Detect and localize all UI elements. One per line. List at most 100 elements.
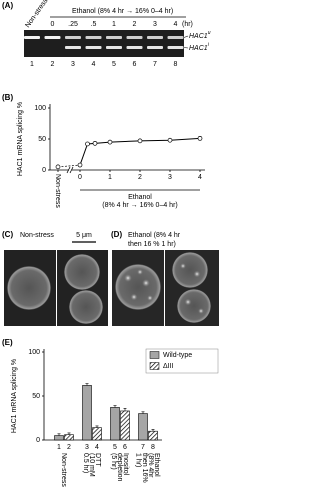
gel-band [147, 36, 163, 39]
lane-number: 4 [95, 444, 99, 451]
category-label: 1 hr) [135, 453, 142, 467]
category-label: (10 mM [88, 453, 95, 477]
panel-label: (D) [111, 230, 122, 239]
y-tick-label: 50 [32, 393, 40, 400]
lane-number: 1 [57, 444, 61, 451]
figure: (A) Ethanol (8% 4 hr → 16% 0–4 hr) Non-s… [2, 0, 219, 487]
x-tick-label: 1 [108, 174, 112, 181]
time-label: 3 [153, 21, 157, 28]
gel-band [85, 36, 102, 39]
y-tick-label: 100 [28, 349, 40, 356]
y-tick-label: 0 [36, 437, 40, 444]
lane-number: 8 [174, 61, 178, 68]
y-tick-label: 50 [38, 136, 46, 143]
error-bar [123, 408, 127, 411]
condition: Ethanol (8% 4 hr [128, 232, 181, 239]
error-bar [57, 433, 61, 436]
lane-number: 2 [51, 61, 55, 68]
lane-number: 3 [85, 444, 89, 451]
error-bar [151, 429, 155, 432]
lane-number: 8 [151, 444, 155, 451]
bar [92, 427, 102, 441]
category-label: Non-stress [60, 453, 67, 487]
band-label: HAC1u [189, 30, 211, 40]
gel-band [147, 46, 163, 49]
data-point [92, 140, 98, 146]
time-label: .25 [68, 21, 78, 28]
y-tick-label: 100 [34, 105, 46, 112]
legend-swatch [149, 351, 160, 359]
x-tick-label: Non-stress [54, 174, 61, 208]
category-label: Ethanol [153, 453, 160, 477]
x-tick-label: 3 [168, 174, 172, 181]
gel-band [106, 46, 122, 49]
gel-band [126, 36, 143, 39]
control-label: Non-stress [24, 0, 49, 29]
legend-swatch [149, 362, 160, 370]
connector [57, 164, 81, 168]
bar [110, 407, 120, 441]
bar [64, 434, 74, 441]
category-label: DTT [94, 453, 101, 467]
gel [24, 30, 184, 57]
bar [138, 413, 148, 441]
lane-number: 3 [71, 61, 75, 68]
band-pointer [183, 47, 189, 49]
time-label: 2 [133, 21, 137, 28]
error-bar [113, 405, 117, 408]
panel-label: (C) [2, 230, 13, 239]
x-axis-label: Ethanol [128, 194, 152, 201]
time-unit: (hr) [182, 21, 193, 28]
y-tick-label: 0 [42, 167, 46, 174]
legend-label: ΔIII [163, 363, 174, 370]
band-superscript: u [208, 30, 211, 36]
lane-number: 5 [112, 61, 116, 68]
axis-break [66, 166, 74, 174]
data-point [137, 138, 143, 144]
gel-band [126, 46, 143, 49]
lane-number: 5 [113, 444, 117, 451]
bar [54, 435, 64, 441]
lane-number: 7 [141, 444, 145, 451]
error-bar [85, 383, 89, 386]
gel-band [106, 36, 122, 39]
data-point [85, 141, 90, 147]
category-label: depletion [116, 453, 123, 482]
lane-number: 1 [30, 61, 34, 68]
axis [49, 104, 205, 171]
gel-band [167, 36, 184, 39]
gel-band [65, 46, 81, 49]
error-bar [95, 425, 99, 428]
band-superscript: i [208, 42, 210, 48]
time-label: 1 [112, 21, 116, 28]
gel-band [44, 36, 61, 39]
lane-number: 2 [67, 444, 71, 451]
panel-label: (A) [2, 1, 13, 10]
gel-band [65, 36, 81, 39]
lane-number: 6 [123, 444, 127, 451]
scale-bar-label: 5 μm [76, 232, 92, 239]
panel-label: (E) [2, 338, 13, 347]
condition: Non-stress [20, 232, 54, 239]
bar [148, 430, 158, 441]
band-label: HAC1i [189, 42, 210, 52]
lane-number: 6 [133, 61, 137, 68]
condition: then 16 % 1 hr) [128, 241, 176, 248]
micrographs [4, 250, 219, 326]
legend-label: Wild-type [163, 352, 192, 359]
category-label: Inositol [122, 453, 129, 476]
gel-band [167, 46, 184, 49]
panel-label: (B) [2, 93, 13, 102]
band-name: HAC1 [189, 33, 208, 40]
x-tick-label: 0 [78, 174, 82, 181]
condition: Ethanol (8% 4 hr → 16% 0–4 hr) [72, 8, 173, 15]
category-label: (8% 4hr [147, 453, 154, 478]
reference-point [55, 164, 61, 170]
gel-band [24, 36, 40, 39]
time-label: 0 [51, 21, 55, 28]
band-name: HAC1 [189, 45, 208, 52]
error-bar [67, 432, 71, 435]
band-pointer [183, 35, 189, 38]
y-axis-label: HAC1 mRNA splicing % [17, 102, 24, 176]
data-point [167, 137, 173, 143]
